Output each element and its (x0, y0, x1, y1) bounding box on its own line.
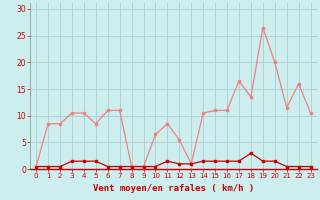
X-axis label: Vent moyen/en rafales ( km/h ): Vent moyen/en rafales ( km/h ) (93, 184, 254, 193)
